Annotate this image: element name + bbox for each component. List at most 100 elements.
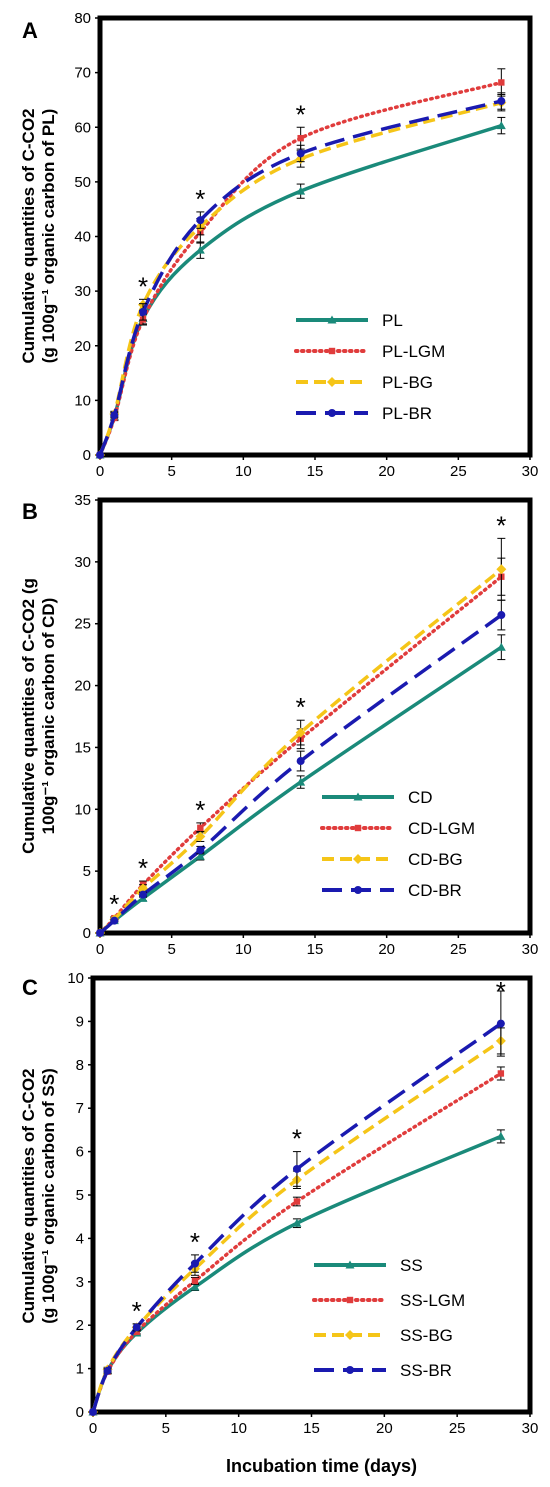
- y-tick-label: 7: [76, 1100, 84, 1117]
- x-tick-label: 25: [450, 463, 467, 480]
- legend-marker: [327, 377, 337, 387]
- data-point: [496, 642, 506, 651]
- y-tick-label: 25: [74, 616, 91, 633]
- data-point: [191, 1277, 199, 1285]
- y-axis-label-line: Cumulative quantities of C-CO2: [19, 1068, 38, 1323]
- significance-asterisk: *: [292, 1124, 302, 1154]
- y-axis-label-line: 100g⁻¹ organic carbon of CD): [39, 598, 58, 835]
- legend-marker: [346, 1366, 354, 1374]
- legend-marker: [354, 886, 362, 894]
- x-tick-label: 0: [96, 941, 104, 958]
- legend-label: PL-LGM: [382, 342, 445, 361]
- x-tick-label: 30: [522, 1420, 539, 1437]
- y-axis-label-line: (g 100g⁻¹ organic carbon of PL): [39, 109, 58, 364]
- data-point: [295, 727, 306, 738]
- significance-asterisk: *: [132, 1296, 142, 1326]
- data-point: [497, 1070, 505, 1077]
- legend-label: SS: [400, 1256, 423, 1275]
- x-tick-label: 0: [96, 463, 104, 480]
- data-point: [196, 846, 205, 855]
- y-tick-label: 40: [74, 229, 91, 246]
- data-point: [195, 851, 205, 860]
- y-axis-label: Cumulative quantities of C-CO2 (g 100g⁻¹ …: [19, 1068, 58, 1324]
- legend-label: CD-BR: [408, 881, 462, 900]
- data-point: [96, 451, 104, 459]
- y-tick-label: 80: [74, 10, 91, 27]
- significance-asterisk: *: [296, 99, 306, 129]
- data-point: [496, 1019, 505, 1028]
- x-tick-label: 5: [162, 1420, 170, 1437]
- y-tick-label: 0: [83, 925, 91, 942]
- x-tick-label: 10: [235, 463, 252, 480]
- significance-asterisk: *: [195, 184, 205, 214]
- significance-asterisk: *: [190, 1227, 200, 1257]
- significance-asterisk: *: [496, 510, 506, 540]
- y-tick-label: 5: [76, 1187, 84, 1204]
- x-axis-label: Incubation time (days): [226, 1456, 417, 1476]
- legend-marker: [354, 824, 362, 832]
- y-tick-label: 10: [74, 801, 91, 818]
- series-pl: [95, 116, 506, 459]
- y-tick-label: 9: [76, 1013, 84, 1030]
- legend-marker: [353, 792, 363, 801]
- significance-asterisk: *: [296, 692, 306, 722]
- y-tick-label: 30: [74, 554, 91, 571]
- y-tick-label: 60: [74, 119, 91, 136]
- data-point: [292, 1164, 301, 1173]
- legend-label: SS-BG: [400, 1326, 453, 1345]
- y-tick-label: 1: [76, 1361, 84, 1378]
- significance-asterisk: *: [195, 795, 205, 825]
- legend-marker: [346, 1296, 354, 1304]
- data-point: [497, 611, 506, 620]
- legend-label: CD-BG: [408, 850, 463, 869]
- data-point: [293, 1198, 301, 1205]
- chart-panel-c: C 0 5 10 15 20 25 30 0 1 2 3 4 5 6 7 8 9 10 Cumulative quan…: [19, 970, 538, 1476]
- x-tick-label: 20: [376, 1420, 393, 1437]
- data-point: [292, 1218, 302, 1227]
- legend-marker: [327, 315, 337, 324]
- legend-label: SS-BR: [400, 1361, 452, 1380]
- data-point: [190, 1259, 199, 1268]
- legend-label: CD: [408, 788, 433, 807]
- y-axis-label: Cumulative quantities of C-CO2 (g 100g⁻¹ …: [19, 108, 58, 363]
- series-pl-br: [96, 92, 506, 459]
- y-tick-label: 0: [76, 1404, 84, 1421]
- y-axis-label-line: Cumulative quantities of C-CO2: [19, 108, 38, 363]
- y-tick-label: 6: [76, 1144, 84, 1161]
- chart-panel-b: B 0 5 10 15 20 25 30 0 5 10 15 20 25 30 35 Cumulative qu…: [19, 492, 538, 958]
- x-tick-label: 15: [307, 463, 324, 480]
- x-tick-label: 30: [522, 463, 539, 480]
- y-tick-label: 10: [74, 392, 91, 409]
- y-tick-label: 15: [74, 739, 91, 756]
- y-axis-label-line: (g 100g⁻¹ organic carbon of SS): [39, 1068, 58, 1324]
- data-point: [497, 97, 506, 106]
- series-ss-br: [89, 990, 505, 1416]
- x-tick-label: 15: [307, 941, 324, 958]
- data-point: [96, 929, 104, 937]
- x-tick-label: 25: [450, 941, 467, 958]
- data-point: [498, 79, 505, 86]
- y-tick-label: 35: [74, 492, 91, 509]
- series-cd-bg: [95, 537, 507, 938]
- x-tick-label: 10: [235, 941, 252, 958]
- data-point: [496, 1131, 506, 1140]
- x-tick-label: 5: [167, 941, 175, 958]
- legend-marker: [353, 854, 363, 864]
- x-tick-label: 20: [378, 941, 395, 958]
- panel-letter: B: [22, 499, 38, 524]
- chart-panel-a: A 0 5 10 15 20 25 30 0 10 20 30 40 50 60 70 80 Cumulative…: [19, 10, 538, 480]
- data-point: [196, 216, 205, 225]
- y-tick-label: 2: [76, 1317, 84, 1334]
- legend-marker: [328, 347, 336, 355]
- series-line: [98, 123, 502, 456]
- data-point: [110, 411, 119, 420]
- significance-asterisk: *: [138, 853, 148, 883]
- y-tick-label: 20: [74, 678, 91, 695]
- data-point: [296, 149, 305, 158]
- data-point: [139, 890, 147, 899]
- y-tick-label: 8: [76, 1057, 84, 1074]
- x-tick-label: 10: [230, 1420, 247, 1437]
- y-axis-label: Cumulative quantities of C-CO2 (g 100g⁻¹ …: [19, 578, 58, 854]
- significance-asterisk: *: [138, 271, 148, 301]
